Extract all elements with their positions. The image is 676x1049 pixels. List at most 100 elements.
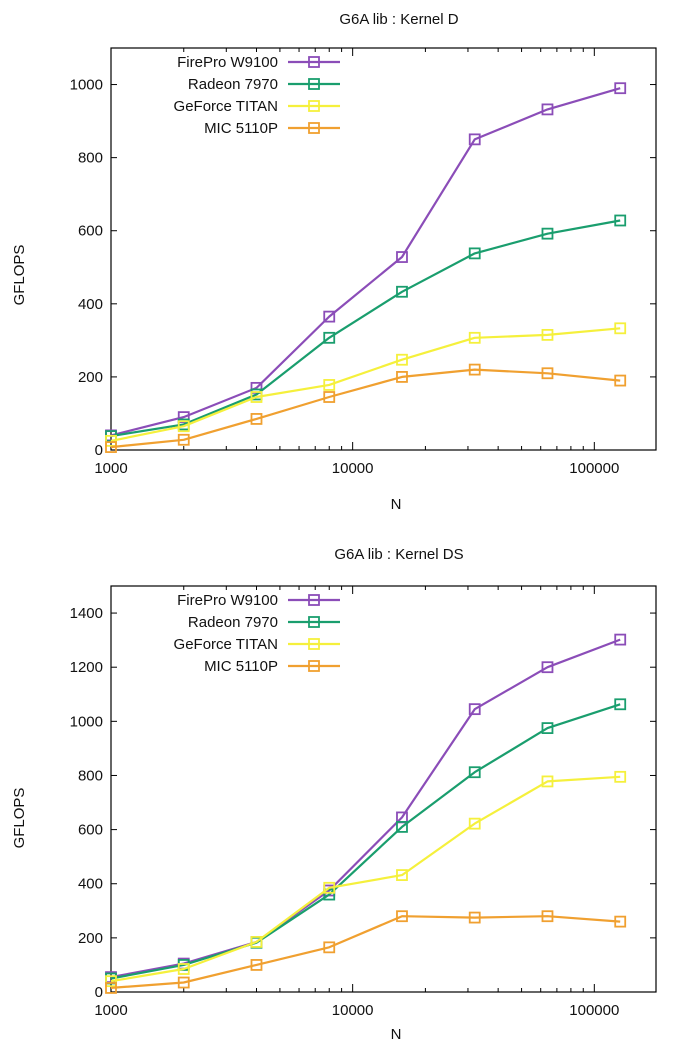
data-point: [105, 975, 117, 988]
series-line-1: [110, 703, 621, 980]
chart-title: G6A lib : Kernel DS: [334, 546, 463, 563]
y-axis-label: GFLOPS: [11, 245, 28, 306]
data-point: [396, 251, 408, 263]
y-axis-label: GFLOPS: [11, 788, 28, 849]
x-tick-label: 10000: [332, 1002, 374, 1019]
x-axis-label: N: [391, 496, 402, 513]
data-point: [541, 103, 554, 116]
y-tick-label: 200: [78, 930, 103, 947]
data-point: [177, 976, 190, 989]
data-point: [323, 391, 336, 403]
data-point: [396, 820, 408, 833]
data-point: [541, 775, 554, 788]
data-point: [468, 363, 481, 376]
legend-label: Radeon 7970: [188, 76, 278, 93]
y-tick-label: 1400: [70, 605, 103, 622]
data-point: [323, 379, 336, 391]
x-axis-label: N: [391, 1026, 402, 1043]
legend-marker: [308, 122, 320, 134]
data-point: [614, 214, 627, 227]
data-point: [614, 915, 627, 928]
data-point: [468, 911, 481, 924]
y-tick-label: 1000: [70, 77, 103, 94]
legend-marker: [308, 616, 320, 628]
data-point: [323, 331, 336, 344]
data-point: [468, 703, 481, 716]
series-line-2: [110, 775, 621, 983]
data-point: [323, 881, 336, 894]
data-point: [396, 285, 408, 298]
data-point: [541, 722, 554, 734]
legend-label: FirePro W9100: [177, 592, 278, 609]
data-point: [468, 133, 481, 146]
legend-label: GeForce TITAN: [174, 98, 278, 115]
x-tick-label: 1000: [94, 1002, 127, 1019]
series-line-3: [110, 368, 621, 449]
data-point: [105, 982, 117, 994]
data-point: [614, 322, 627, 335]
data-point: [323, 888, 336, 901]
legend-marker: [308, 78, 320, 90]
y-tick-label: 800: [78, 767, 103, 784]
data-point: [396, 869, 408, 881]
data-point: [541, 328, 554, 341]
data-point: [614, 82, 627, 95]
data-point: [541, 910, 554, 923]
y-tick-label: 0: [95, 984, 103, 1001]
legend-marker: [308, 638, 320, 650]
data-point: [105, 441, 117, 453]
data-point: [396, 353, 408, 366]
series-line-2: [110, 327, 621, 442]
data-point: [541, 661, 554, 674]
series-line-0: [110, 87, 621, 437]
data-point: [323, 941, 336, 954]
y-tick-label: 1200: [70, 659, 103, 676]
data-point: [396, 371, 408, 383]
data-point: [541, 367, 554, 380]
data-point: [468, 817, 481, 830]
data-point: [614, 770, 627, 783]
data-point: [105, 434, 117, 447]
data-point: [468, 331, 481, 344]
legend-label: MIC 5110P: [204, 658, 278, 675]
data-point: [614, 698, 627, 711]
legend-marker: [308, 660, 320, 672]
chart-kernel-d: G6A lib : Kernel D GFLOPS N 0 200 400 600 80…: [11, 11, 657, 513]
x-tick-label: 100000: [569, 460, 619, 477]
legend-label: MIC 5110P: [204, 120, 278, 137]
y-tick-label: 1000: [70, 713, 103, 730]
legend-marker: [308, 100, 320, 112]
data-point: [177, 420, 190, 433]
data-point: [468, 766, 481, 779]
plot-frame: [110, 585, 657, 993]
data-point: [396, 910, 408, 923]
legend-label: Radeon 7970: [188, 614, 278, 631]
y-tick-label: 400: [78, 876, 103, 893]
data-point: [541, 227, 554, 240]
chart-title: G6A lib : Kernel D: [339, 11, 458, 28]
legend-label: FirePro W9100: [177, 54, 278, 71]
legend-marker: [308, 56, 320, 68]
data-point: [250, 413, 263, 425]
y-tick-label: 400: [78, 296, 103, 313]
chart-kernel-ds: G6A lib : Kernel DS GFLOPS N 0 200 400 600 8…: [11, 546, 657, 1043]
y-tick-label: 600: [78, 822, 103, 839]
x-tick-label: 10000: [332, 460, 374, 477]
data-point: [177, 963, 190, 975]
data-point: [614, 633, 627, 646]
y-tick-label: 0: [95, 442, 103, 459]
series-line-1: [110, 219, 621, 438]
legend-marker: [308, 594, 320, 606]
y-tick-label: 800: [78, 150, 103, 167]
data-point: [250, 959, 263, 971]
data-point: [250, 936, 263, 948]
series-line-3: [110, 915, 621, 989]
y-tick-label: 600: [78, 223, 103, 240]
y-tick-label: 200: [78, 369, 103, 386]
data-point: [614, 374, 627, 387]
legend-label: GeForce TITAN: [174, 636, 278, 653]
series-line-0: [110, 638, 621, 979]
data-point: [468, 247, 481, 260]
data-point: [323, 310, 336, 323]
